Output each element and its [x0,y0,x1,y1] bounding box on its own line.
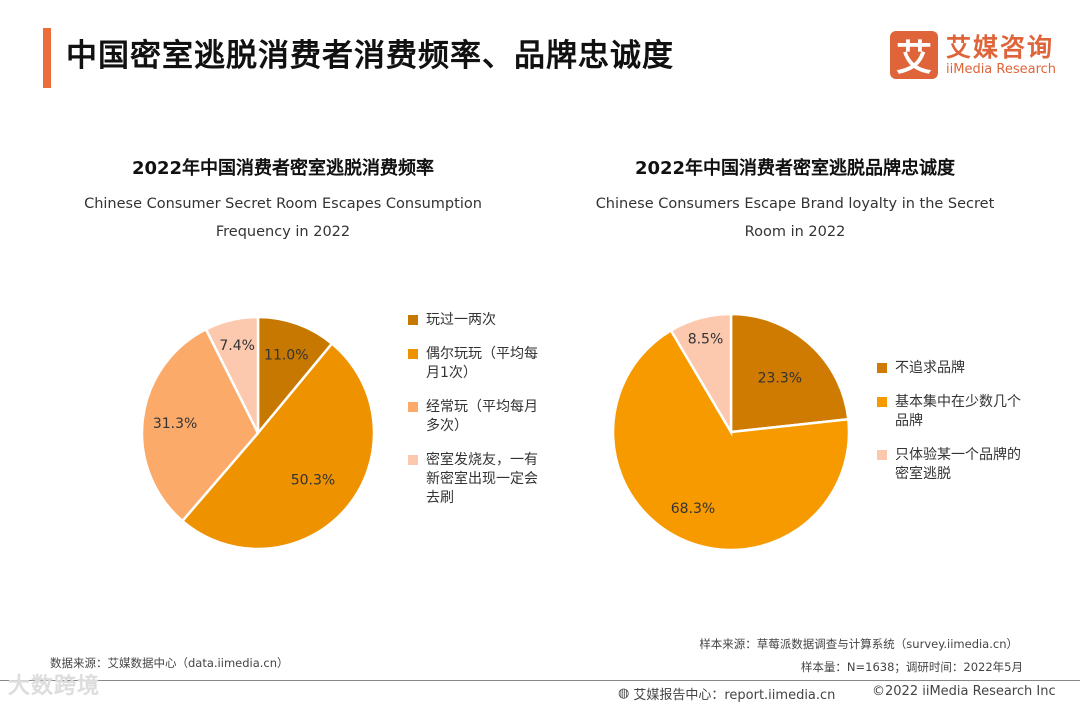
legend-swatch [877,450,887,460]
data-source: 数据来源：艾媒数据中心（data.iimedia.cn） [50,656,289,670]
chart2-title-block: 2022年中国消费者密室逃脱品牌忠诚度 Chinese Consumers Es… [575,154,1015,246]
legend-swatch [408,402,418,412]
chart2-label-2: 68.3% [671,501,715,517]
chart1-title-block: 2022年中国消费者密室逃脱消费频率 Chinese Consumer Secr… [63,154,503,246]
title-accent-bar [43,28,51,88]
copyright: ©2022 iiMedia Research Inc [872,684,1056,699]
chart2-legend: 不追求品牌基本集中在少数几个 品牌 只体验某一个品牌的 密室逃脱 [877,359,1021,499]
legend-label: 不追求品牌 [895,360,965,376]
legend-label: 经常玩（平均每月 多次） [426,399,538,434]
chart2-title: 2022年中国消费者密室逃脱品牌忠诚度 [634,158,956,179]
footer-divider [0,680,1080,681]
chart1-title: 2022年中国消费者密室逃脱消费频率 [131,158,435,179]
legend-label: 偶尔玩玩（平均每 月1次） [426,346,538,381]
chart1-label-3: 31.3% [153,416,197,432]
chart1-legend-item-4: 密室发烧友，一有 新密室出现一定会 去刷 [408,451,538,508]
chart2-legend-item-3: 只体验某一个品牌的 密室逃脱 [877,446,1021,484]
legend-swatch [408,349,418,359]
chart1-slice-4 [204,315,260,434]
chart1-label-1: 11.0% [264,347,308,363]
iimedia-logo: 艾 艾媒咨询 iiMedia Research [890,31,1056,79]
chart2-slice-1 [729,312,850,434]
chart1-legend-item-3: 经常玩（平均每月 多次） [408,398,538,436]
sample-source: 样本来源：草莓派数据调查与计算系统（survey.iimedia.cn） [699,637,1018,651]
chart2-legend-item-2: 基本集中在少数几个 品牌 [877,393,1021,431]
legend-label: 只体验某一个品牌的 密室逃脱 [895,447,1021,482]
chart1-label-2: 50.3% [291,472,335,488]
chart2-slice-3 [669,312,733,437]
logo-en: iiMedia Research [946,61,1057,77]
chart1-legend-item-1: 玩过一两次 [408,311,538,330]
chart1-legend: 玩过一两次偶尔玩玩（平均每 月1次） 经常玩（平均每月 多次） 密室发烧友，一有 新密室出… [408,311,538,523]
sample-size: 样本量：N=1638；调研时间：2022年5月 [800,660,1023,674]
legend-swatch [408,315,418,325]
legend-label: 玩过一两次 [426,312,496,328]
report-center-text: 艾媒报告中心：report.iimedia.cn [633,688,836,703]
chart2-subtitle-1: Chinese Consumers Escape Brand loyalty i… [595,196,995,212]
legend-swatch [877,397,887,407]
chart1-subtitle-1: Chinese Consumer Secret Room Escapes Con… [84,196,482,212]
watermark: 大数跨境 [8,674,101,699]
chart2-legend-item-1: 不追求品牌 [877,359,1021,378]
legend-label: 基本集中在少数几个 品牌 [895,394,1021,429]
logo-cn: 艾媒咨询 [946,32,1055,62]
chart1-label-4: 7.4% [219,338,255,354]
globe-icon: ◍ [618,686,630,701]
chart1-subtitle-2: Frequency in 2022 [215,224,351,240]
chart1-legend-item-2: 偶尔玩玩（平均每 月1次） [408,345,538,383]
report-center[interactable]: ◍ 艾媒报告中心：report.iimedia.cn [618,684,835,703]
legend-swatch [408,455,418,465]
chart1-slice-2 [180,341,376,551]
legend-swatch [877,363,887,373]
chart2-label-1: 23.3% [758,371,802,387]
logo-mark: 艾 [890,31,938,79]
chart2-subtitle-2: Room in 2022 [744,224,846,240]
page-title: 中国密室逃脱消费者消费频率、品牌忠诚度 [66,38,674,74]
chart2-label-3: 8.5% [688,332,724,348]
chart2-slice-2 [611,328,851,552]
legend-label: 密室发烧友，一有 新密室出现一定会 去刷 [426,452,538,506]
chart1-slice-1 [256,315,334,437]
